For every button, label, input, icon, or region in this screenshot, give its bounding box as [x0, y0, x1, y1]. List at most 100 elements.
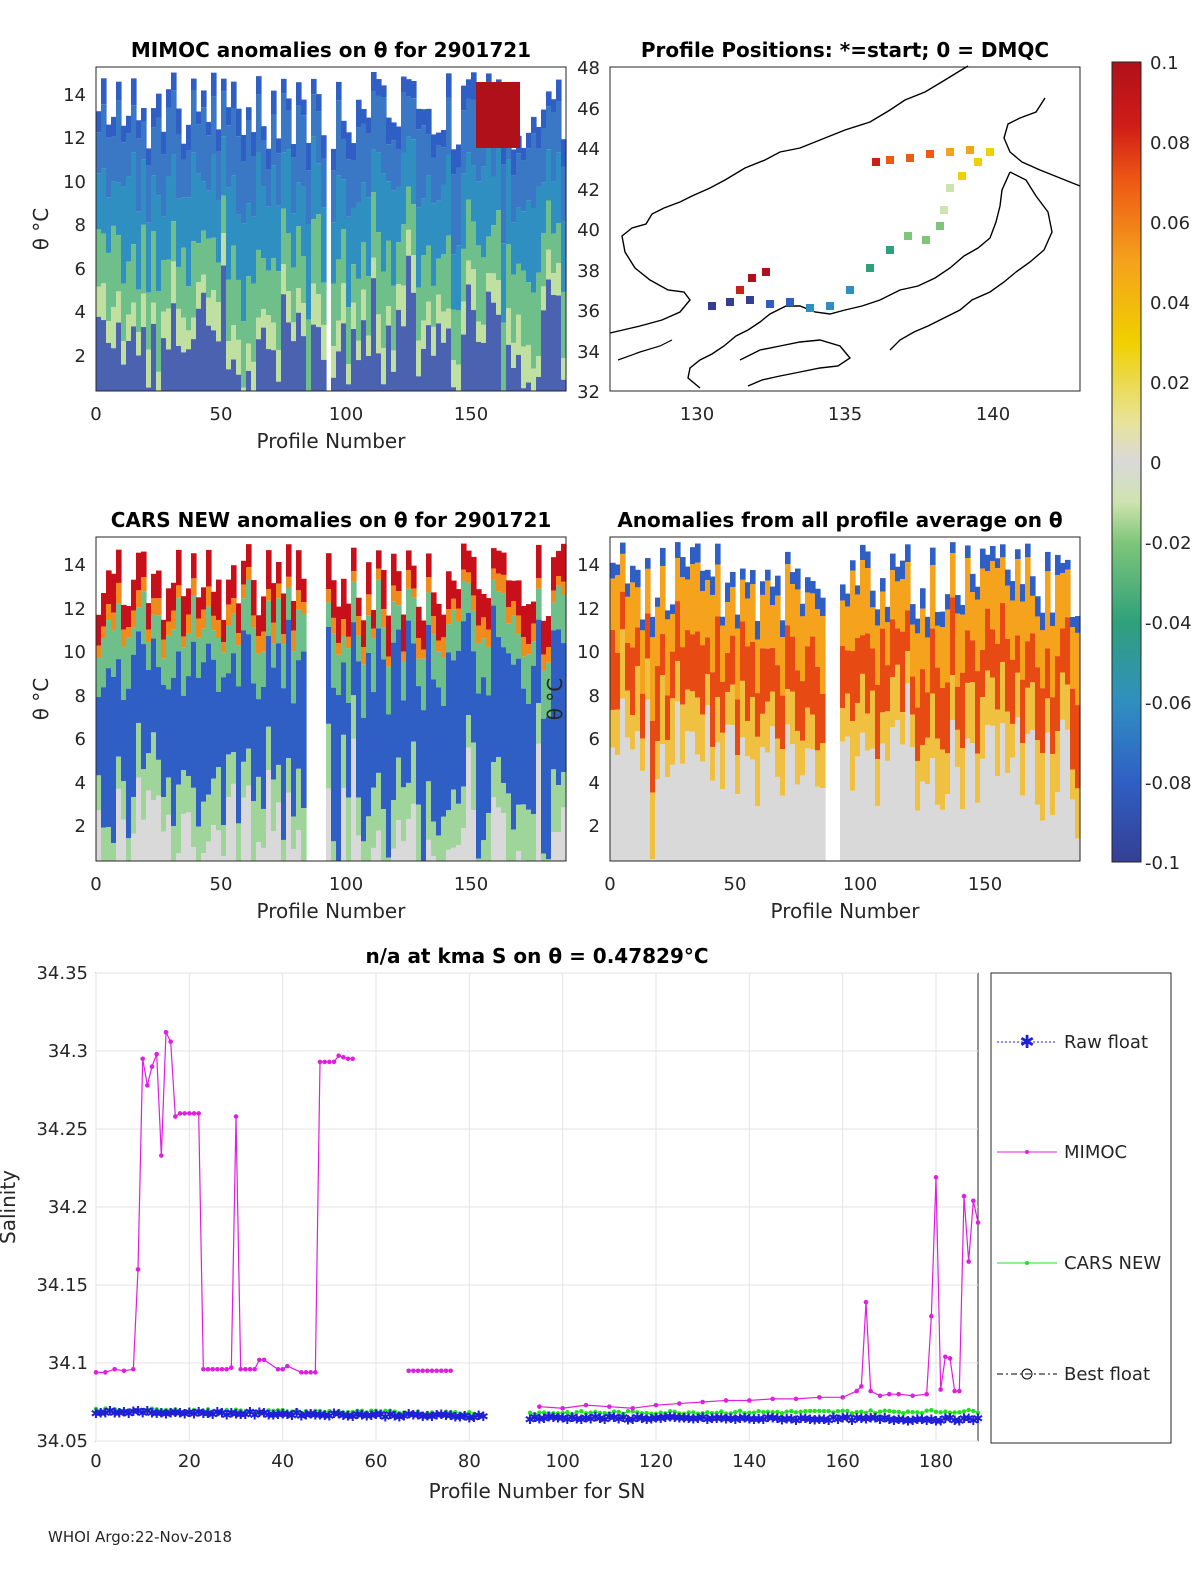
mimoc-point	[793, 1396, 799, 1402]
raw-float-point: ✱	[361, 1410, 372, 1425]
cars-ytick: 6	[75, 729, 86, 750]
raw-float-point: ✱	[618, 1411, 629, 1426]
raw-float-point: ✱	[333, 1407, 344, 1422]
pos-xtick: 135	[828, 404, 862, 425]
raw-float-line	[529, 1415, 979, 1422]
cars-new-point	[742, 1411, 747, 1416]
cars-new-point	[901, 1410, 906, 1416]
cars-title: CARS NEW anomalies on θ for 2901721	[111, 508, 552, 532]
mimoc-point	[840, 1395, 845, 1400]
cars-new-point	[322, 1409, 327, 1415]
cars-ytick: 12	[63, 599, 86, 620]
cars-new-point	[672, 1409, 677, 1414]
raw-float-point: ✱	[142, 1405, 153, 1420]
cb-tick: -0.02	[1145, 533, 1192, 554]
cars-new-point	[271, 1408, 276, 1414]
cars-new-point	[355, 1408, 360, 1414]
raw-float-point: ✱	[91, 1407, 102, 1422]
mimoc-point	[224, 1366, 229, 1372]
cars-new-point	[294, 1407, 299, 1413]
x-tick-label: 80	[458, 1451, 481, 1472]
cars-new-point	[653, 1411, 659, 1417]
cars-new-point	[625, 1408, 631, 1414]
mimoc-ytick: 4	[75, 302, 86, 323]
cars-new-point	[919, 1410, 925, 1416]
cars-ytick: 10	[63, 642, 86, 663]
salinity-legend: ✱ Raw float MIMOC CARS NEW Best float	[990, 972, 1172, 1444]
cars-new-point	[663, 1411, 668, 1416]
raw-float-point: ✱	[249, 1408, 260, 1423]
colorbar-ticks: 0.1 0.08 0.06 0.04 0.02 0 -0.02 -0.04 -0…	[1145, 53, 1192, 874]
salinity-plot: ✱✱✱✱✱✱✱✱✱✱✱✱✱✱✱✱✱✱✱✱✱✱✱✱✱✱✱✱✱✱✱✱✱✱✱✱✱✱✱✱…	[36, 963, 983, 1472]
cars-new-point	[630, 1409, 635, 1414]
pos-xtick: 130	[680, 404, 714, 425]
raw-float-point: ✱	[973, 1412, 984, 1427]
raw-float-point: ✱	[413, 1409, 424, 1424]
raw-float-point: ✱	[95, 1407, 106, 1422]
raw-float-point: ✱	[795, 1412, 806, 1427]
raw-float-point: ✱	[702, 1413, 713, 1428]
raw-float-point: ✱	[245, 1406, 256, 1421]
cars-new-point	[793, 1410, 799, 1415]
cars-new-point	[891, 1409, 897, 1414]
mimoc-point	[975, 1220, 981, 1225]
cars-new-point	[397, 1411, 402, 1416]
raw-float-point: ✱	[165, 1406, 176, 1421]
raw-float-point: ✱	[329, 1407, 340, 1422]
raw-float-point: ✱	[203, 1407, 214, 1422]
raw-float-point: ✱	[823, 1414, 834, 1429]
avg-ytick: 6	[589, 729, 600, 750]
mimoc-point	[420, 1368, 425, 1374]
cars-new-point	[140, 1408, 145, 1414]
raw-float-point: ✱	[604, 1410, 615, 1425]
cars-new-point	[238, 1408, 243, 1413]
mimoc-line	[96, 1032, 353, 1373]
raw-float-point: ✱	[179, 1407, 190, 1422]
mimoc-point	[336, 1053, 341, 1058]
mimoc-point	[700, 1399, 705, 1405]
track-point	[866, 264, 874, 272]
cars-new-point	[373, 1408, 379, 1414]
raw-float-point: ✱	[427, 1410, 438, 1425]
cars-new-point	[859, 1409, 864, 1414]
mimoc-point	[275, 1366, 281, 1372]
track-point	[958, 172, 966, 180]
raw-float-point: ✱	[343, 1410, 354, 1425]
cars-xtick: 150	[454, 874, 488, 895]
mimoc-ytick: 10	[63, 172, 86, 193]
raw-float-point: ✱	[753, 1413, 764, 1428]
raw-float-point: ✱	[464, 1411, 475, 1426]
raw-float-point: ✱	[399, 1410, 410, 1425]
cars-new-point	[775, 1409, 780, 1415]
mimoc-point	[943, 1354, 948, 1360]
raw-float-point: ✱	[879, 1412, 890, 1427]
cb-tick: -0.04	[1145, 613, 1192, 634]
cars-new-point	[383, 1408, 388, 1414]
cars-ytick: 2	[75, 816, 86, 837]
cars-heatmap	[95, 536, 567, 862]
raw-float-point: ✱	[800, 1412, 811, 1427]
mimoc-point	[177, 1111, 183, 1116]
mimoc-point	[163, 1029, 169, 1035]
mimoc-point	[145, 1083, 150, 1088]
raw-float-point: ✱	[296, 1409, 307, 1424]
raw-float-point: ✱	[273, 1408, 284, 1423]
track-point	[926, 150, 934, 158]
avg-ytick: 2	[589, 816, 600, 837]
cars-new-point	[756, 1408, 761, 1414]
raw-float-point: ✱	[459, 1410, 470, 1425]
raw-float-point: ✱	[921, 1414, 932, 1429]
raw-float-point: ✱	[949, 1414, 960, 1429]
raw-float-point: ✱	[128, 1405, 139, 1420]
cars-new-point	[831, 1410, 836, 1415]
mimoc-point	[322, 1059, 327, 1065]
raw-float-point: ✱	[184, 1406, 195, 1421]
raw-float-point: ✱	[786, 1412, 797, 1427]
raw-float-point: ✱	[347, 1410, 358, 1425]
mimoc-point	[952, 1388, 957, 1394]
mimoc-point	[280, 1366, 285, 1372]
raw-float-point: ✱	[907, 1414, 918, 1429]
raw-float-point: ✱	[721, 1412, 732, 1427]
mimoc-point	[411, 1368, 416, 1374]
raw-float-point: ✱	[151, 1407, 162, 1422]
